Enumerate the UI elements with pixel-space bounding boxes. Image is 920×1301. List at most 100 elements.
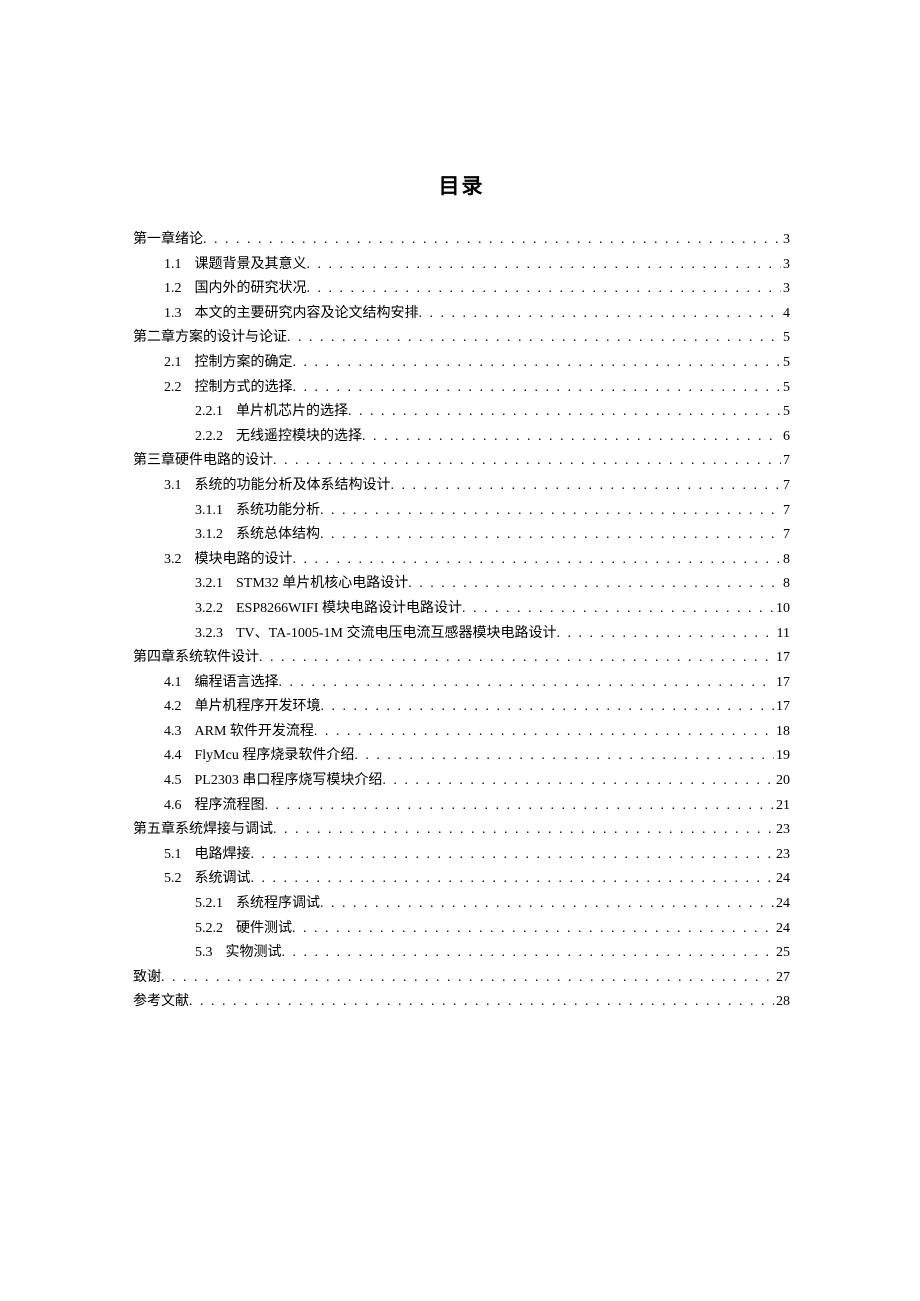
toc-entry-text: ARM 软件开发流程 [195, 724, 314, 739]
toc-entry-page: 7 [781, 499, 790, 524]
toc-entry-page: 7 [781, 449, 790, 474]
toc-entry-page: 3 [781, 228, 790, 253]
toc-entry-number: 5.2.2 [195, 921, 223, 936]
toc-entry-number: 5.3 [195, 945, 213, 960]
toc-entry-page: 11 [775, 622, 790, 647]
toc-entry-number: 2.1 [164, 355, 182, 370]
toc-entry: 4.2单片机程序开发环境 17 [133, 695, 790, 720]
toc-entry: 第二章方案的设计与论证 5 [133, 326, 790, 351]
toc-dot-leader [382, 769, 774, 794]
toc-dot-leader [279, 671, 775, 696]
toc-dot-leader [189, 990, 774, 1015]
toc-entry: 4.1编程语言选择 17 [133, 671, 790, 696]
toc-entry-label: 5.2系统调试 [164, 867, 251, 892]
toc-entry-text: 系统功能分析 [236, 503, 320, 518]
toc-entry-text: 国内外的研究状况 [195, 281, 307, 296]
toc-entry-text: PL2303 串口程序烧写模块介绍 [195, 773, 383, 788]
toc-dot-leader [391, 474, 782, 499]
toc-dot-leader [462, 597, 774, 622]
toc-entry-page: 4 [781, 302, 790, 327]
toc-entry-label: 2.2 控制方式的选择 [164, 376, 293, 401]
toc-entry-label: 5.2.1系统程序调试 [195, 892, 320, 917]
toc-entry-label: 2.2.2 无线遥控模块的选择 [195, 425, 362, 450]
toc-entry-page: 24 [774, 892, 790, 917]
toc-entry-number: 4.3 [164, 724, 182, 739]
toc-entry: 第三章硬件电路的设计 7 [133, 449, 790, 474]
toc-dot-leader [161, 966, 774, 991]
toc-dot-leader [321, 695, 775, 720]
toc-entry-text: 无线遥控模块的选择 [236, 429, 362, 444]
toc-entry-number: 5.2.1 [195, 896, 223, 911]
toc-dot-leader [419, 302, 782, 327]
toc-entry-page: 5 [781, 351, 790, 376]
toc-entry-text: 编程语言选择 [195, 675, 279, 690]
toc-dot-leader [273, 449, 781, 474]
toc-entry: 1.2 国内外的研究状况 3 [133, 277, 790, 302]
toc-entry-text: 实物测试 [226, 945, 282, 960]
toc-entry: 参考文献 28 [133, 990, 790, 1015]
toc-entry-text: 系统的功能分析及体系结构设计 [195, 478, 391, 493]
toc-entry: 4.6程序流程图 21 [133, 794, 790, 819]
toc-entry: 第四章系统软件设计 17 [133, 646, 790, 671]
toc-entry: 3.2.2 ESP8266WIFI 模块电路设计电路设计 10 [133, 597, 790, 622]
toc-entry-page: 17 [774, 695, 790, 720]
toc-entry-text: 控制方式的选择 [195, 380, 293, 395]
toc-entry-label: 2.1 控制方案的确定 [164, 351, 293, 376]
toc-dot-leader [348, 400, 781, 425]
toc-entry-number: 3.1.1 [195, 503, 223, 518]
toc-entry-number: 1.2 [164, 281, 182, 296]
toc-dot-leader [265, 794, 775, 819]
toc-entry-label: 第五章系统焊接与调试 [133, 818, 273, 843]
toc-dot-leader [314, 720, 774, 745]
toc-entry-text: ESP8266WIFI 模块电路设计电路设计 [236, 601, 462, 616]
toc-entry-text: 单片机芯片的选择 [236, 404, 348, 419]
toc-entry-page: 8 [781, 572, 790, 597]
toc-entry-text: TV、TA-1005-1M 交流电压电流互感器模块电路设计 [236, 626, 556, 641]
toc-entry-number: 3.2.3 [195, 626, 223, 641]
toc-entry-page: 23 [774, 843, 790, 868]
toc-dot-leader [293, 351, 782, 376]
toc-entry-page: 19 [774, 744, 790, 769]
toc-entry: 3.1.1 系统功能分析 7 [133, 499, 790, 524]
toc-entry: 2.2控制方式的选择 5 [133, 376, 790, 401]
toc-entry-label: 4.4FlyMcu 程序烧录软件介绍 [164, 744, 354, 769]
toc-entry: 3.1.2系统总体结构 7 [133, 523, 790, 548]
toc-entry: 第一章绪论 3 [133, 228, 790, 253]
toc-entry: 5.3 实物测试 25 [133, 941, 790, 966]
toc-entry-label: 5.1 电路焊接 [164, 843, 251, 868]
toc-entry-text: STM32 单片机核心电路设计 [236, 576, 408, 591]
toc-entry-page: 8 [781, 548, 790, 573]
toc-entry: 4.4FlyMcu 程序烧录软件介绍 19 [133, 744, 790, 769]
toc-dot-leader [293, 548, 782, 573]
toc-entry: 致谢 27 [133, 966, 790, 991]
toc-entry-number: 2.2.2 [195, 429, 223, 444]
toc-entry-text: 系统调试 [195, 871, 251, 886]
toc-entry-page: 10 [774, 597, 790, 622]
toc-entry-page: 5 [781, 326, 790, 351]
toc-entry-number: 1.1 [164, 257, 182, 272]
toc-dot-leader [273, 818, 774, 843]
toc-entry-text: 第一章绪论 [133, 232, 203, 247]
toc-entry-text: 第四章系统软件设计 [133, 650, 259, 665]
toc-entry-text: 硬件测试 [236, 921, 292, 936]
toc-entry-label: 3.2.2 ESP8266WIFI 模块电路设计电路设计 [195, 597, 462, 622]
toc-entry-text: 控制方案的确定 [195, 355, 293, 370]
toc-dot-leader [251, 867, 775, 892]
toc-entry-number: 3.2.2 [195, 601, 223, 616]
toc-entry-page: 24 [774, 867, 790, 892]
toc-entry-page: 3 [781, 277, 790, 302]
toc-entry-number: 3.2.1 [195, 576, 223, 591]
toc-entry-number: 5.1 [164, 847, 182, 862]
toc-entry-text: 电路焊接 [195, 847, 251, 862]
toc-dot-leader [320, 523, 781, 548]
toc-entry-label: 5.2.2 硬件测试 [195, 917, 292, 942]
toc-entry: 3.2模块电路的设计 8 [133, 548, 790, 573]
toc-entry-page: 3 [781, 253, 790, 278]
toc-entry-number: 2.2 [164, 380, 182, 395]
toc-entry-page: 25 [774, 941, 790, 966]
toc-entry-label: 致谢 [133, 966, 161, 991]
toc-entry-label: 3.2模块电路的设计 [164, 548, 293, 573]
toc-entry: 2.2.2无线遥控模块的选择 6 [133, 425, 790, 450]
toc-entry-label: 1.3本文的主要研究内容及论文结构安排 [164, 302, 419, 327]
toc-entry-text: 第三章硬件电路的设计 [133, 453, 273, 468]
